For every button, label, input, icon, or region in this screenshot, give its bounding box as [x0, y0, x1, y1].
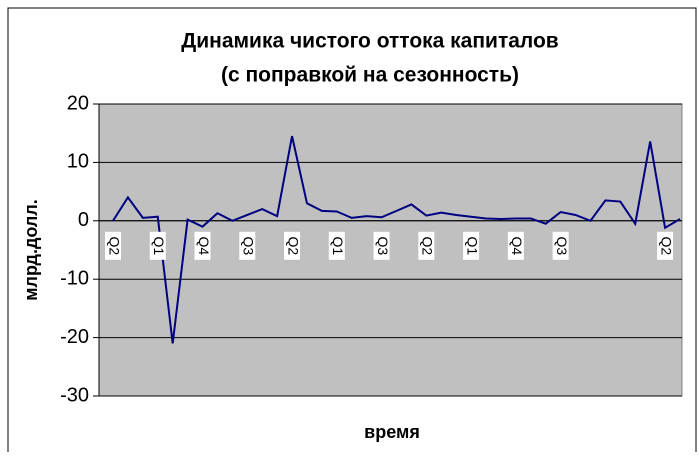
x-tick-label: Q2 — [106, 236, 122, 255]
x-tick-label: Q1 — [464, 236, 480, 255]
x-tick-label: Q3 — [554, 236, 570, 255]
x-tick-label: Q2 — [658, 236, 674, 255]
y-tick-label: -30 — [60, 384, 89, 406]
x-tick-label-bg — [239, 231, 256, 260]
y-tick-label: -10 — [60, 267, 89, 289]
x-tick-label-bg — [507, 231, 524, 260]
line-series — [112, 135, 681, 344]
x-tick-label: Q1 — [330, 236, 346, 255]
x-tick-label-bg — [552, 231, 569, 260]
y-tick-label: 10 — [67, 151, 89, 173]
x-tick-label-bg — [284, 231, 301, 260]
x-tick-label: Q2 — [420, 236, 436, 255]
chart-subtitle: (с поправкой на сезонность) — [221, 64, 519, 87]
x-tick-label-bg — [418, 231, 435, 260]
x-tick-label: Q1 — [151, 236, 167, 255]
y-tick-label: 20 — [67, 92, 89, 114]
x-tick-label-bg — [105, 231, 121, 260]
chart-title: Динамика чистого оттока капиталов — [181, 30, 559, 53]
y-tick-label: -20 — [60, 326, 89, 348]
x-axis-label: время — [364, 422, 420, 442]
x-tick-label: Q2 — [285, 236, 301, 255]
x-tick-label-bg — [149, 231, 166, 260]
x-tick-label: Q4 — [196, 236, 212, 255]
y-axis-label: млрд.долл. — [21, 199, 41, 301]
x-tick-label: Q3 — [375, 236, 391, 255]
x-tick-label-bg — [373, 231, 390, 260]
x-tick-label-bg — [657, 231, 674, 260]
x-tick-label-bg — [194, 231, 211, 260]
x-tick-label: Q4 — [509, 236, 525, 255]
y-tick-label: 0 — [78, 209, 89, 231]
x-tick-label: Q3 — [241, 236, 257, 255]
x-tick-label-bg — [463, 231, 480, 260]
x-tick-label-bg — [328, 231, 345, 260]
